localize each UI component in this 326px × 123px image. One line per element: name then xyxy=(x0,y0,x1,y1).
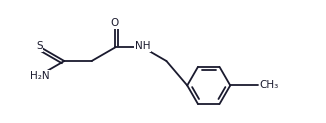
Text: H₂N: H₂N xyxy=(30,71,50,81)
Text: CH₃: CH₃ xyxy=(259,80,279,90)
Text: S: S xyxy=(36,41,43,51)
Text: O: O xyxy=(110,18,118,28)
Text: NH: NH xyxy=(135,41,151,51)
